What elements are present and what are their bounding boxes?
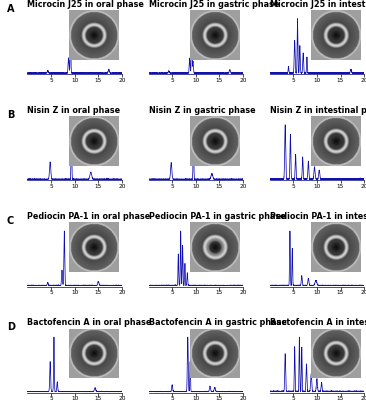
Text: Pediocin PA-1 in oral phase: Pediocin PA-1 in oral phase [27,212,151,221]
Text: Bactofencin A in intestinal phase: Bactofencin A in intestinal phase [270,318,366,327]
Text: Nisin Z in oral phase: Nisin Z in oral phase [27,106,120,115]
Text: Nisin Z in intestinal phase: Nisin Z in intestinal phase [270,106,366,115]
Text: Pediocin PA-1 in gastric phase: Pediocin PA-1 in gastric phase [149,212,285,221]
Text: Microcin J25 in oral phase: Microcin J25 in oral phase [27,0,144,9]
Text: Nisin Z in gastric phase: Nisin Z in gastric phase [149,106,255,115]
Text: D: D [7,322,15,332]
Text: Bactofencin A in oral phase: Bactofencin A in oral phase [27,318,152,327]
Text: Bactofencin A in gastric phase: Bactofencin A in gastric phase [149,318,286,327]
Text: Microcin J25 in gastric phase: Microcin J25 in gastric phase [149,0,279,9]
Text: B: B [7,110,14,120]
Text: C: C [7,216,14,226]
Text: Pediocin PA-1 in intestinal phase: Pediocin PA-1 in intestinal phase [270,212,366,221]
Text: Microcin J25 in intestinal phase: Microcin J25 in intestinal phase [270,0,366,9]
Text: A: A [7,4,14,14]
